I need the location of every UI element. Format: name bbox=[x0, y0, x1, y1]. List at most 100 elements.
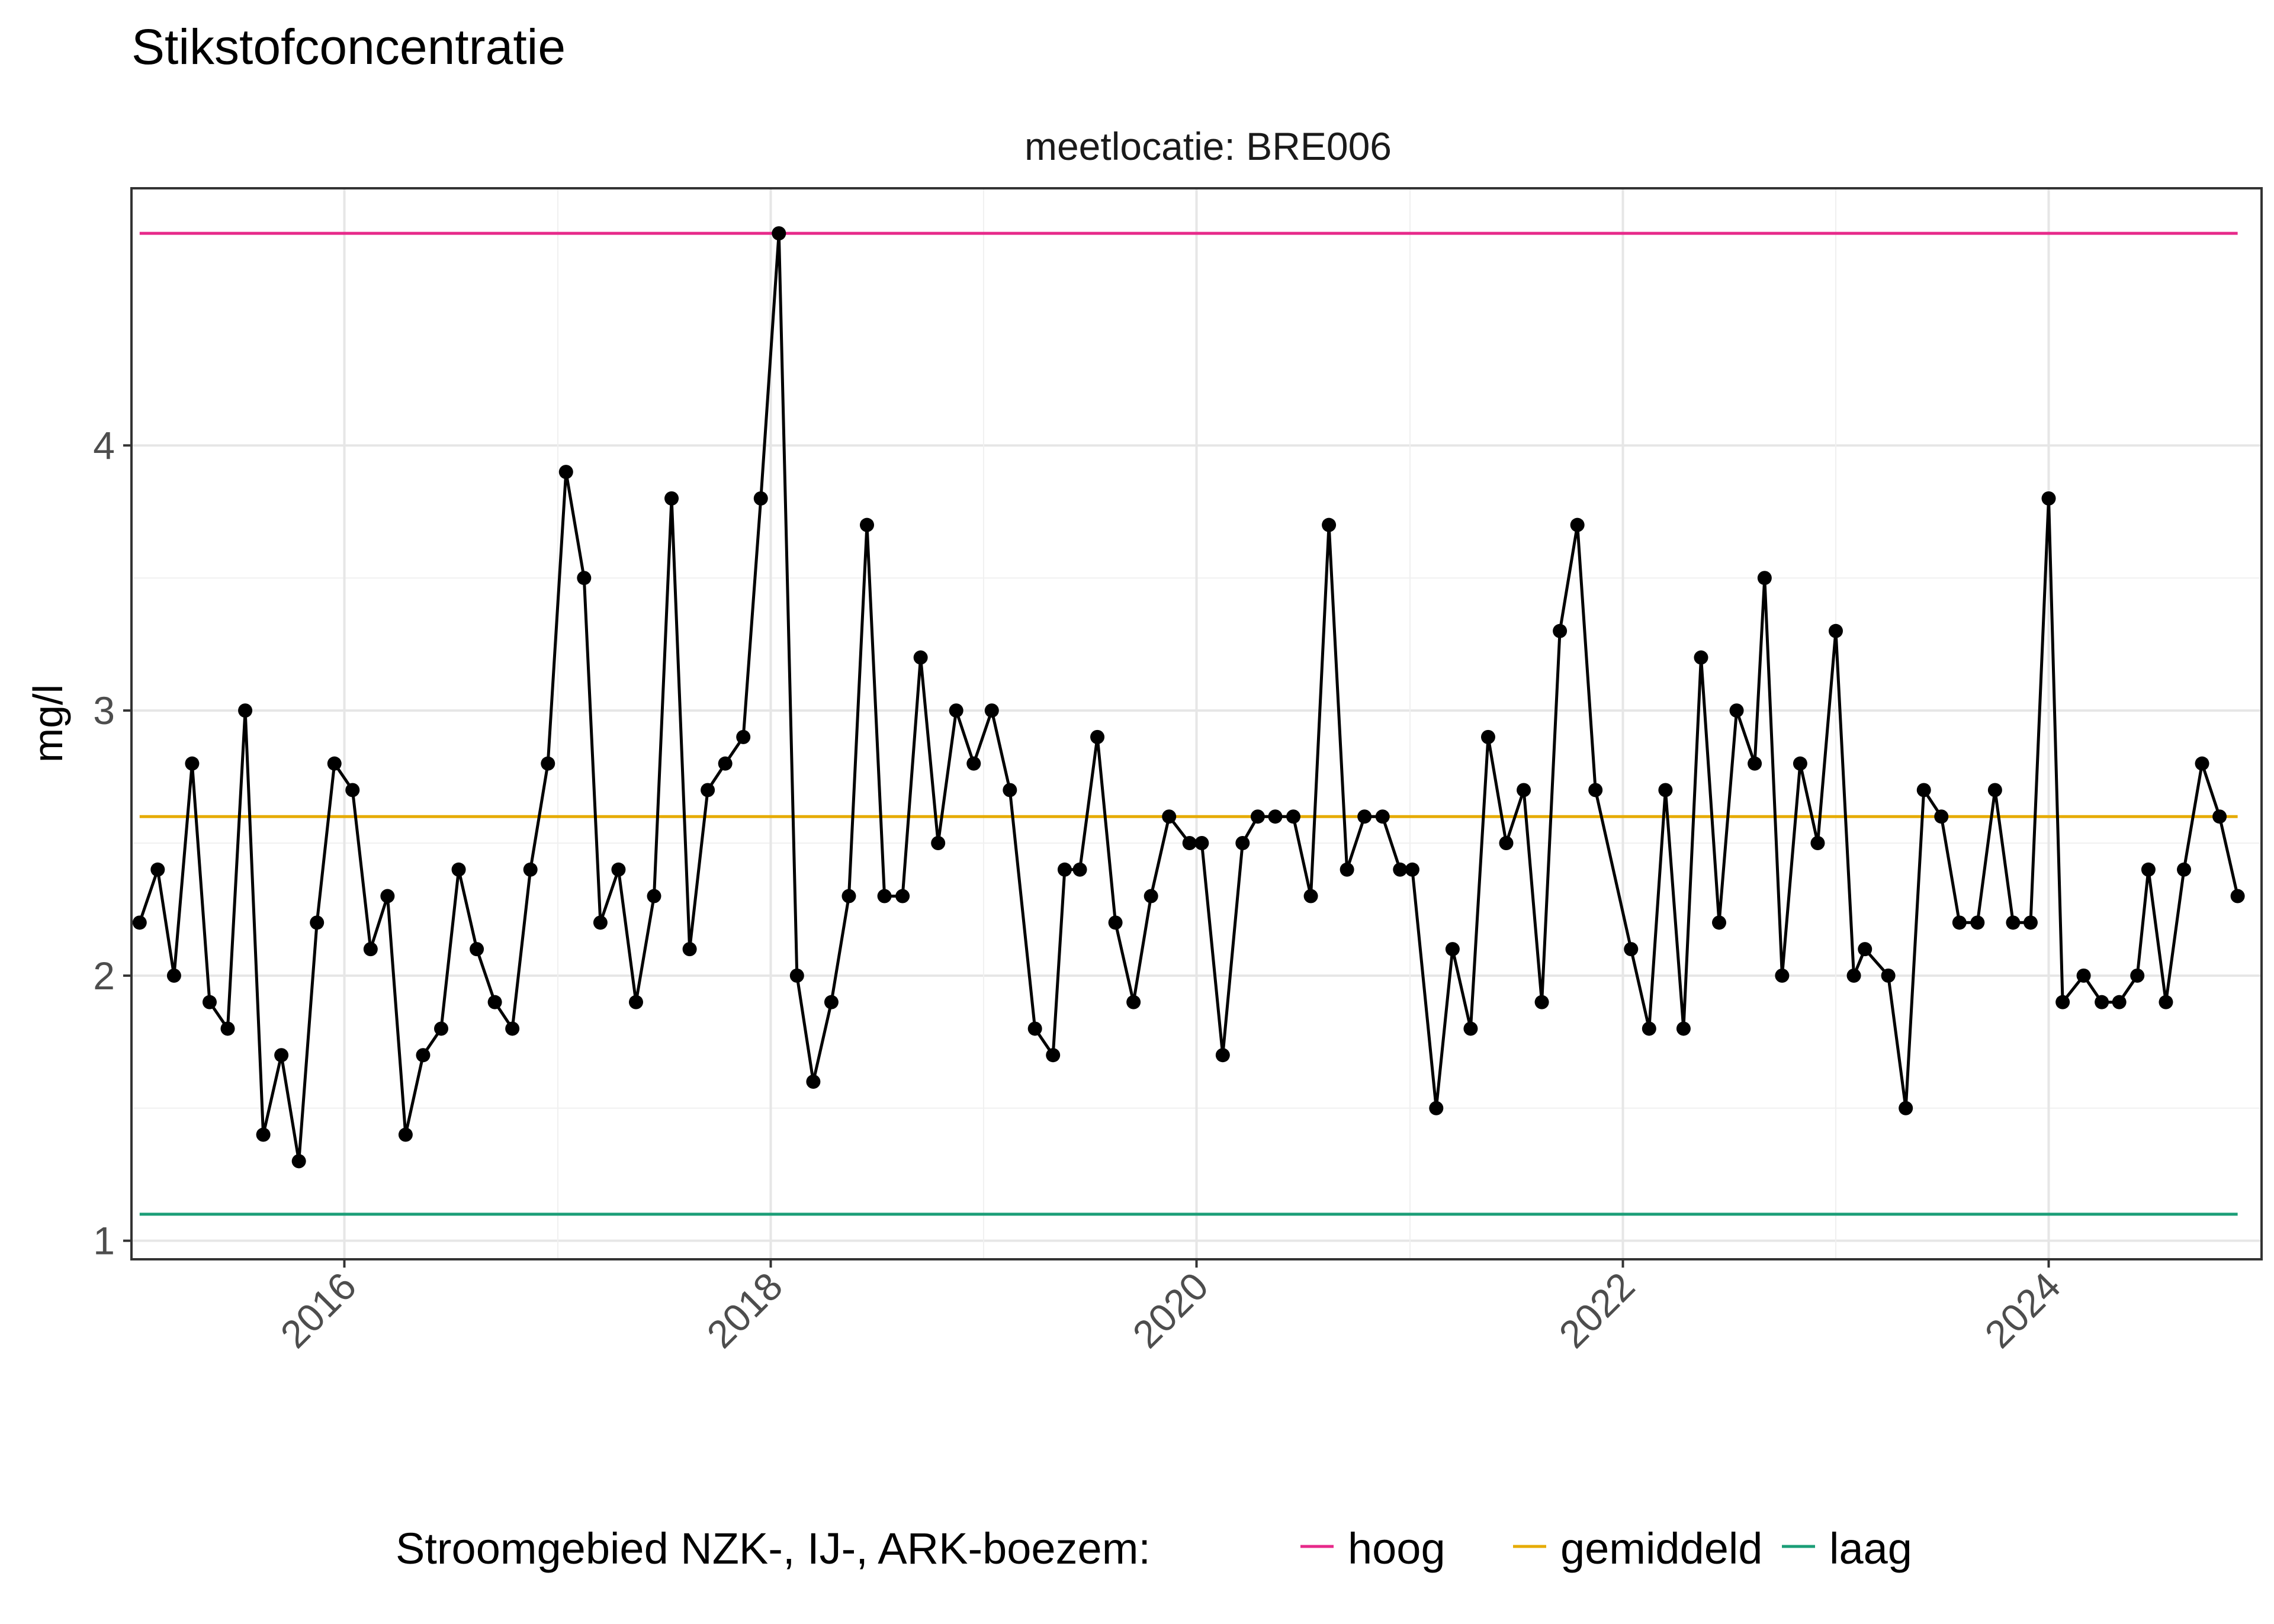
data-point bbox=[1250, 809, 1265, 824]
data-point bbox=[1182, 835, 1197, 850]
data-point bbox=[1144, 889, 1158, 903]
data-point bbox=[647, 889, 661, 903]
chart-title: Stikstofconcentratie bbox=[131, 19, 566, 75]
data-point bbox=[1162, 809, 1177, 824]
data-point bbox=[1108, 915, 1123, 930]
data-point bbox=[2212, 809, 2227, 824]
data-point bbox=[398, 1127, 413, 1142]
y-axis-title: mg/l bbox=[25, 684, 71, 763]
data-point bbox=[1793, 756, 1807, 771]
legend-title: Stroomgebied NZK-, IJ-, ARK-boezem: bbox=[396, 1524, 1151, 1573]
data-point bbox=[931, 835, 946, 850]
data-point bbox=[2112, 995, 2127, 1009]
data-point bbox=[1286, 809, 1300, 824]
data-point bbox=[1916, 783, 1931, 797]
y-axis: 1 2 3 4 bbox=[93, 423, 131, 1263]
x-tick-label: 2022 bbox=[1550, 1264, 1643, 1356]
x-tick-label: 2016 bbox=[272, 1264, 364, 1356]
data-point bbox=[132, 915, 147, 930]
data-point bbox=[1003, 783, 1017, 797]
reference-lines bbox=[139, 231, 2238, 1216]
data-point bbox=[1729, 703, 1744, 718]
data-point bbox=[2006, 915, 2021, 930]
data-point bbox=[577, 571, 592, 586]
data-point bbox=[1499, 835, 1514, 850]
data-point bbox=[1828, 623, 1843, 638]
data-point bbox=[2041, 491, 2056, 506]
data-point bbox=[1445, 942, 1460, 957]
data-point bbox=[1303, 889, 1318, 903]
data-point bbox=[2230, 889, 2245, 903]
data-point bbox=[380, 889, 395, 903]
data-point bbox=[1463, 1021, 1478, 1036]
data-point bbox=[1194, 835, 1209, 850]
data-point bbox=[1642, 1021, 1656, 1036]
facet-strip-label: meetlocatie: BRE006 bbox=[1024, 124, 1392, 168]
data-point bbox=[2159, 995, 2173, 1009]
data-point bbox=[824, 995, 839, 1009]
data-point bbox=[2076, 968, 2091, 983]
data-point bbox=[451, 862, 466, 877]
data-point bbox=[966, 756, 981, 771]
data-point bbox=[877, 889, 892, 903]
data-point bbox=[701, 783, 715, 797]
data-point bbox=[2177, 862, 2192, 877]
data-point bbox=[1046, 1048, 1061, 1063]
data-point bbox=[1987, 783, 2002, 797]
data-point bbox=[1858, 942, 1872, 957]
data-point bbox=[470, 942, 484, 957]
x-tick-label: 2024 bbox=[1976, 1264, 2069, 1356]
data-point bbox=[256, 1127, 271, 1142]
data-point bbox=[1072, 862, 1087, 877]
data-point bbox=[1712, 915, 1727, 930]
data-point bbox=[1676, 1021, 1691, 1036]
data-point bbox=[895, 889, 910, 903]
data-point bbox=[291, 1154, 306, 1169]
data-point bbox=[1757, 571, 1772, 586]
data-point bbox=[185, 756, 200, 771]
data-point bbox=[274, 1048, 289, 1063]
data-point bbox=[1952, 915, 1967, 930]
legend: Stroomgebied NZK-, IJ-, ARK-boezem: hoog… bbox=[396, 1524, 1912, 1573]
data-point bbox=[772, 226, 786, 241]
data-point bbox=[1899, 1101, 1913, 1115]
data-point bbox=[345, 783, 360, 797]
data-point bbox=[593, 915, 608, 930]
data-point bbox=[1215, 1048, 1230, 1063]
data-point bbox=[1057, 862, 1072, 877]
data-point bbox=[2055, 995, 2070, 1009]
data-point bbox=[984, 703, 999, 718]
data-point bbox=[1588, 783, 1603, 797]
data-point bbox=[860, 517, 875, 532]
data-point bbox=[416, 1048, 431, 1063]
data-point bbox=[2195, 756, 2209, 771]
data-point bbox=[1375, 809, 1390, 824]
x-tick-label: 2018 bbox=[698, 1264, 791, 1356]
data-point bbox=[1340, 862, 1354, 877]
x-tick-label: 2020 bbox=[1124, 1264, 1216, 1356]
y-tick-label: 2 bbox=[93, 954, 115, 998]
data-point bbox=[2130, 968, 2145, 983]
data-point bbox=[806, 1074, 821, 1089]
data-point bbox=[913, 650, 928, 665]
data-point bbox=[718, 756, 733, 771]
data-point bbox=[1534, 995, 1549, 1009]
data-point bbox=[363, 942, 378, 957]
data-point bbox=[1480, 729, 1495, 744]
data-point bbox=[1624, 942, 1639, 957]
data-point bbox=[2095, 995, 2109, 1009]
x-axis: 2016 2018 2020 2022 2024 bbox=[272, 1259, 2069, 1356]
y-tick-label: 3 bbox=[93, 689, 115, 732]
legend-label-hoog: hoog bbox=[1348, 1524, 1446, 1573]
data-point bbox=[664, 491, 679, 506]
data-point bbox=[1405, 862, 1419, 877]
legend-label-laag: laag bbox=[1829, 1524, 1912, 1573]
data-point bbox=[150, 862, 165, 877]
data-point bbox=[238, 703, 253, 718]
data-point bbox=[202, 995, 217, 1009]
data-point bbox=[434, 1021, 449, 1036]
data-point bbox=[682, 942, 697, 957]
data-point bbox=[1393, 862, 1408, 877]
data-point bbox=[1429, 1101, 1444, 1115]
